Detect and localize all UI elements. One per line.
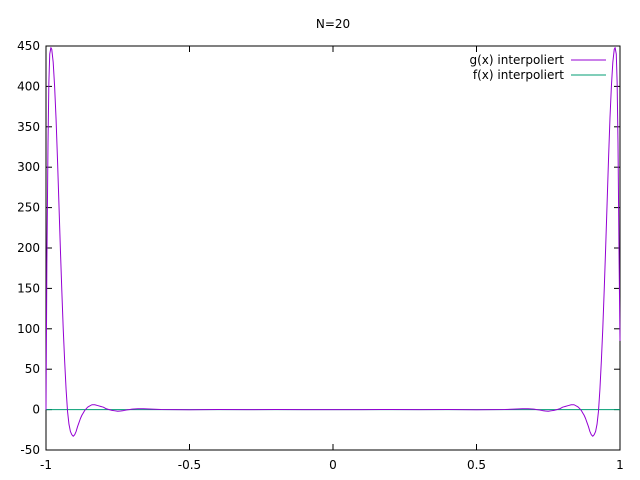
y-tick-label: 250 xyxy=(17,201,40,215)
x-tick-label: 0 xyxy=(329,458,337,472)
legend-label: f(x) interpoliert xyxy=(473,68,564,82)
plot-area xyxy=(45,47,621,437)
y-tick-label: 0 xyxy=(32,403,40,417)
y-tick-label: -50 xyxy=(20,443,40,457)
x-tick-label: -0.5 xyxy=(178,458,201,472)
y-tick-label: 100 xyxy=(17,322,40,336)
y-tick-label: 450 xyxy=(17,39,40,53)
y-tick-label: 200 xyxy=(17,241,40,255)
y-tick-label: 150 xyxy=(17,281,40,295)
x-tick-label: 0.5 xyxy=(467,458,486,472)
axes: -50 0 50 100 150 200 250 300 350 400 450 -1 -0.5 0 0.5… xyxy=(17,39,624,472)
chart-title: N=20 xyxy=(316,17,350,31)
plot-border xyxy=(45,45,621,451)
y-tick-label: 300 xyxy=(17,160,40,174)
x-tick-label: 1 xyxy=(616,458,624,472)
y-tick-label: 50 xyxy=(25,362,40,376)
x-tick-label: -1 xyxy=(40,458,52,472)
y-tick-label: 400 xyxy=(17,79,40,93)
y-tick-label: 350 xyxy=(17,120,40,134)
series-line-gx xyxy=(45,47,621,437)
legend-label: g(x) interpoliert xyxy=(469,53,564,67)
